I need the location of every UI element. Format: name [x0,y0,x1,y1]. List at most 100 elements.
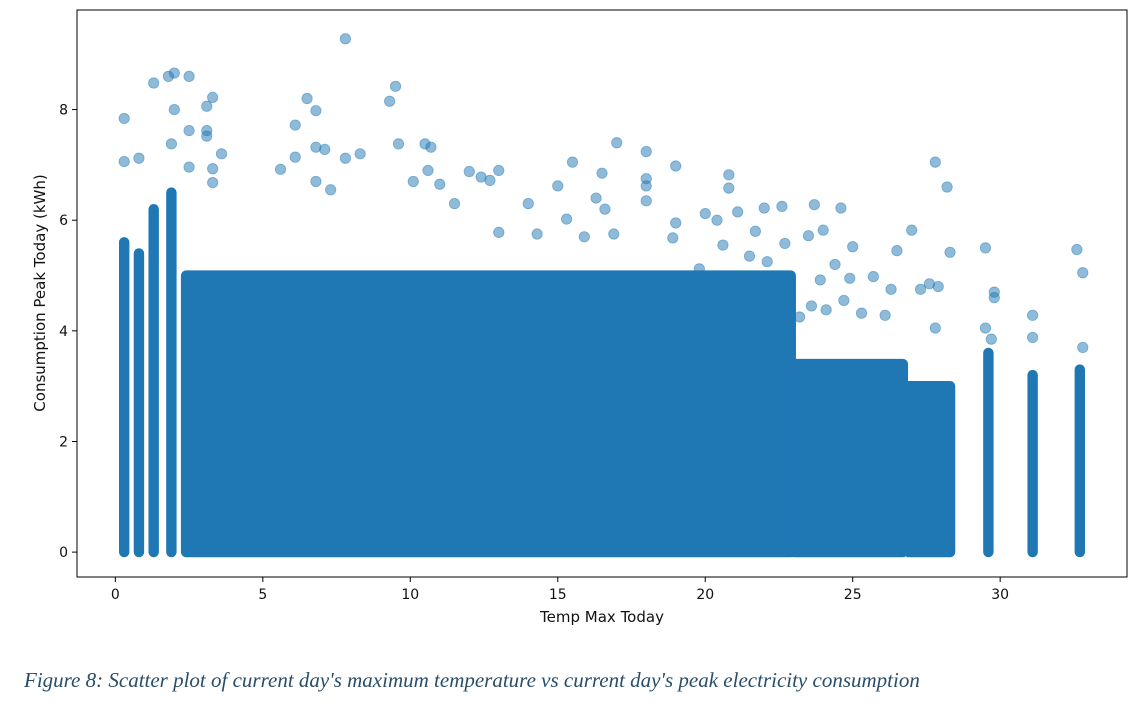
dense-point-band [983,347,994,558]
y-tick-label: 8 [59,103,68,119]
scatter-point [1077,267,1089,279]
scatter-point [407,175,419,188]
dense-point-band [118,237,130,558]
y-axis: 0 2 4 6 8 [59,103,77,561]
scatter-point [422,164,434,177]
x-tick-label: 30 [991,587,1009,603]
scatter-point [301,92,313,105]
scatter-point [289,119,301,131]
scatter-point [855,307,868,319]
scatter-point [183,70,195,82]
scatter-point [988,292,1000,304]
scatter-point [118,155,130,168]
scatter-point [561,213,573,225]
scatter-point [596,167,608,179]
scatter-point [148,77,160,89]
scatter-point [392,138,405,150]
scatter-point [985,333,997,345]
scatter-point [310,175,322,188]
scatter-point [1071,243,1083,256]
scatter-points [118,33,1089,558]
scatter-point [776,200,788,212]
x-tick-label: 25 [844,587,862,603]
dense-point-band [148,203,159,558]
scatter-point [207,163,219,175]
scatter-point [929,322,941,334]
scatter-point [522,198,534,210]
scatter-point [808,199,820,211]
scatter-point [463,165,475,178]
scatter-point [425,141,437,153]
scatter-point [389,80,402,92]
scatter-point [844,272,856,284]
dense-point-band [166,187,177,558]
scatter-point [779,237,791,250]
scatter-point [670,217,682,229]
scatter-point [640,195,652,207]
y-tick-label: 2 [59,434,68,450]
scatter-point [578,231,590,243]
scatter-point [493,164,505,177]
scatter-point [325,184,337,196]
scatter-point [758,202,770,214]
scatter-point [434,178,446,190]
scatter-point [640,180,652,192]
x-tick-label: 0 [111,587,120,603]
scatter-point [732,206,744,218]
scatter-point [339,152,351,164]
scatter-point [384,95,396,107]
dense-point-band [1074,364,1086,558]
scatter-point [829,258,841,271]
scatter-point [310,105,322,117]
scatter-point [817,224,829,236]
scatter-point [183,124,195,137]
scatter-point [590,192,602,204]
scatter-point [914,283,927,295]
scatter-point [867,271,879,283]
scatter-point [552,180,564,192]
scatter-point [820,304,832,316]
chart-svg: 0 5 10 15 20 25 30 0 2 4 6 8 Temp Max Today Consum… [31,9,1128,626]
scatter-point [906,224,918,236]
x-tick-label: 15 [549,587,567,603]
x-tick-label: 5 [258,587,267,603]
scatter-point [168,103,180,116]
scatter-point [944,246,956,258]
scatter-point [289,151,301,163]
scatter-point [761,256,773,268]
scatter-point [717,239,729,251]
scatter-point [1077,341,1089,354]
x-axis-label: Temp Max Today [539,608,664,626]
dense-point-band [788,358,909,558]
scatter-point [608,228,620,240]
y-tick-label: 0 [59,545,68,561]
scatter-point [215,148,228,160]
scatter-point [693,263,705,275]
scatter-point [838,294,850,307]
scatter-point [319,143,331,155]
y-tick-label: 6 [59,213,68,229]
plot-frame [76,9,1128,578]
scatter-point [670,160,682,172]
scatter-chart: 0 5 10 15 20 25 30 0 2 4 6 8 Temp Max Today Consum… [31,9,1128,626]
x-tick-label: 20 [696,587,714,603]
scatter-point [207,91,219,104]
scatter-point [493,226,505,238]
y-axis-label: Consumption Peak Today (kWh) [31,174,49,411]
scatter-point [640,146,652,158]
scatter-point [794,311,806,323]
scatter-point [118,112,130,125]
scatter-point [133,152,145,164]
dense-point-band [903,380,956,558]
dense-point-band [1027,369,1038,558]
scatter-point [835,202,847,214]
scatter-point [711,214,723,226]
scatter-point [183,161,195,173]
scatter-point [879,309,891,321]
scatter-point [743,250,756,262]
scatter-point [165,138,177,150]
scatter-point [207,176,219,189]
scatter-point [599,203,611,215]
scatter-point [1027,331,1039,344]
scatter-point [531,228,543,240]
